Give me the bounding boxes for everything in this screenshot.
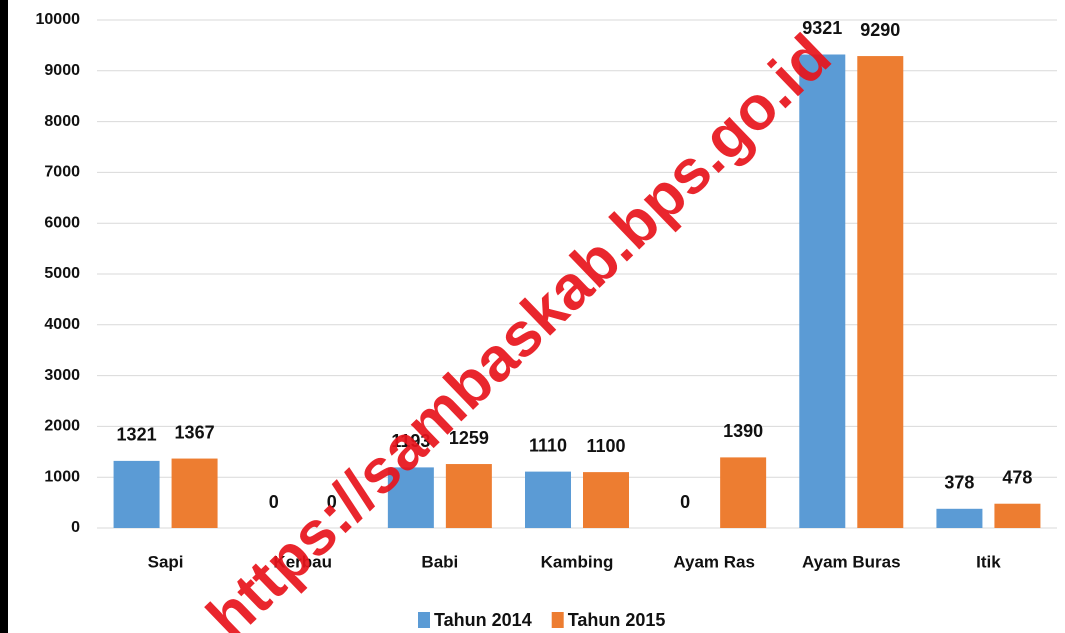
bar: [525, 471, 571, 528]
value-label: 1367: [175, 422, 215, 442]
x-tick-label: Babi: [421, 552, 458, 571]
y-tick-label: 9000: [44, 62, 80, 79]
y-tick-label: 8000: [44, 113, 80, 130]
value-label: 1259: [449, 428, 489, 448]
y-tick-label: 5000: [44, 265, 80, 282]
legend-label: Tahun 2015: [568, 610, 666, 630]
x-tick-label: Ayam Buras: [802, 552, 901, 571]
legend-swatch: [551, 612, 564, 628]
y-tick-label: 3000: [44, 367, 80, 384]
x-tick-label: Ayam Ras: [673, 552, 755, 571]
value-label: 0: [680, 492, 690, 512]
y-tick-label: 1000: [44, 468, 80, 485]
bar: [171, 458, 218, 528]
bar: [113, 460, 160, 528]
value-label: 0: [327, 492, 337, 512]
value-label: 0: [269, 492, 279, 512]
bar: [857, 56, 904, 529]
bar: [387, 467, 434, 528]
watermark: https://sambaskab.bps.go.id: [194, 21, 844, 633]
bar: [994, 503, 1041, 528]
value-label: 478: [1002, 467, 1032, 487]
x-tick-label: Sapi: [148, 552, 184, 571]
y-tick-label: 2000: [44, 418, 80, 435]
y-tick-label: 4000: [44, 316, 80, 333]
y-tick-label: 7000: [44, 164, 80, 181]
left-border: [0, 0, 8, 633]
value-label: 9290: [860, 20, 900, 40]
value-label: 9321: [802, 18, 842, 38]
bar: [936, 508, 983, 528]
legend-swatch: [418, 612, 430, 628]
bar: [583, 472, 629, 528]
y-tick-label: 0: [71, 519, 80, 536]
value-label: 378: [944, 473, 974, 493]
value-label: 1321: [117, 425, 157, 445]
bar: [720, 457, 767, 528]
y-tick-label: 10000: [36, 11, 81, 28]
x-tick-label: Kerbau: [273, 552, 332, 571]
bar: [445, 464, 492, 528]
value-label: 1100: [586, 436, 625, 456]
bar: [799, 54, 846, 529]
x-tick-label: Itik: [976, 552, 1001, 571]
legend-label: Tahun 2014: [434, 610, 532, 630]
value-label: 1193: [391, 431, 430, 451]
y-tick-label: 6000: [44, 214, 80, 231]
value-label: 1110: [529, 435, 567, 455]
x-tick-label: Kambing: [541, 552, 614, 571]
value-label: 1390: [723, 421, 763, 441]
